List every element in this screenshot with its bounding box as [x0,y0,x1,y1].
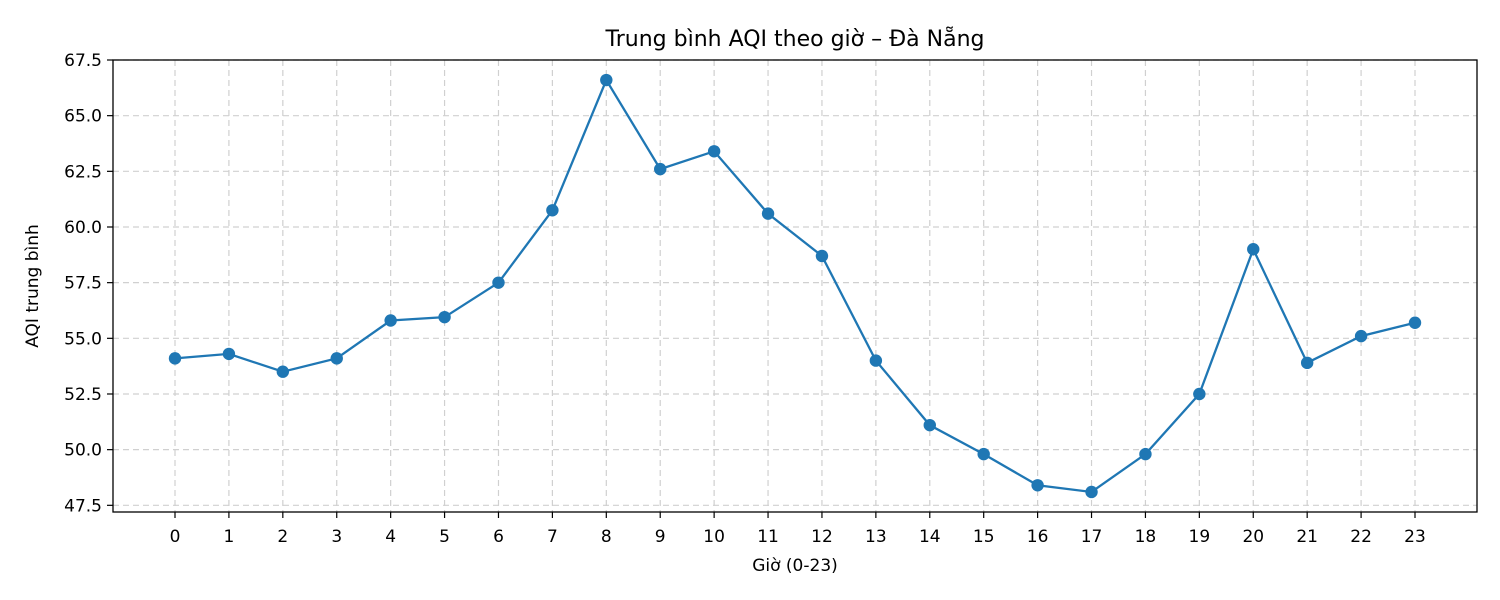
x-tick-label: 23 [1404,527,1426,547]
data-point [923,418,936,432]
chart-title: Trung bình AQI theo giờ – Đà Nẵng [605,26,985,52]
series [168,73,1422,499]
x-tick-label: 7 [547,527,558,547]
data-point [977,447,990,461]
x-tick-label: 11 [757,527,779,547]
data-point [1247,243,1260,256]
data-point [168,352,182,365]
data-point [1300,356,1314,370]
data-point [1408,316,1422,329]
data-point [438,310,451,324]
data-point [546,204,559,217]
y-tick-label: 55.0 [64,329,102,349]
x-tick-label: 10 [703,527,725,547]
data-point [1354,329,1368,343]
y-tick-label: 50.0 [64,441,102,461]
y-tick-label: 62.5 [64,162,102,182]
x-tick-label: 21 [1296,527,1318,547]
data-point [761,207,775,220]
data-point [222,347,236,361]
data-point [1085,485,1098,499]
x-tick-label: 6 [493,527,504,547]
data-point [492,276,505,289]
y-tick-label: 65.0 [64,107,102,127]
x-tick-label: 4 [385,527,396,547]
data-point [1031,479,1044,492]
series-line [174,77,1416,494]
x-tick-label: 18 [1135,527,1157,547]
x-tick-label: 8 [601,527,612,547]
data-point [869,354,883,367]
data-point [276,365,290,378]
data-point [815,249,829,263]
x-tick-label: 2 [277,527,288,547]
y-tick-label: 57.5 [64,274,102,294]
x-tick-label: 15 [973,527,995,547]
y-tick-label: 52.5 [64,385,102,405]
y-tick-label: 67.5 [64,51,102,71]
x-tick-label: 1 [223,527,234,547]
x-tick-label: 14 [919,527,941,547]
data-point [1193,387,1206,401]
grid [113,59,1477,512]
data-point [654,162,667,176]
x-tick-label: 20 [1242,527,1264,547]
plot-frame [112,59,1478,513]
axis-ticks: 0 1 2 3 4 5 6 7 8 9 10 11 12 13 14 15 16 17 18 19 20 21 22 2347… [64,51,1426,547]
x-tick-label: 9 [655,527,666,547]
x-tick-label: 16 [1027,527,1049,547]
x-tick-label: 12 [811,527,833,547]
data-point [330,352,343,365]
y-tick-label: 60.0 [64,218,102,238]
x-tick-label: 19 [1189,527,1211,547]
x-tick-label: 17 [1081,527,1103,547]
x-tick-label: 13 [865,527,887,547]
y-tick-label: 47.5 [64,496,102,516]
x-axis-label: Giờ (0-23) [752,556,838,576]
x-tick-label: 0 [170,527,181,547]
data-point [384,314,397,327]
x-tick-label: 22 [1350,527,1372,547]
data-point [600,73,613,87]
data-point [1139,447,1152,461]
data-point [707,145,721,158]
y-axis-label: AQI trung bình [23,224,43,348]
x-tick-label: 3 [331,527,342,547]
x-tick-label: 5 [439,527,450,547]
